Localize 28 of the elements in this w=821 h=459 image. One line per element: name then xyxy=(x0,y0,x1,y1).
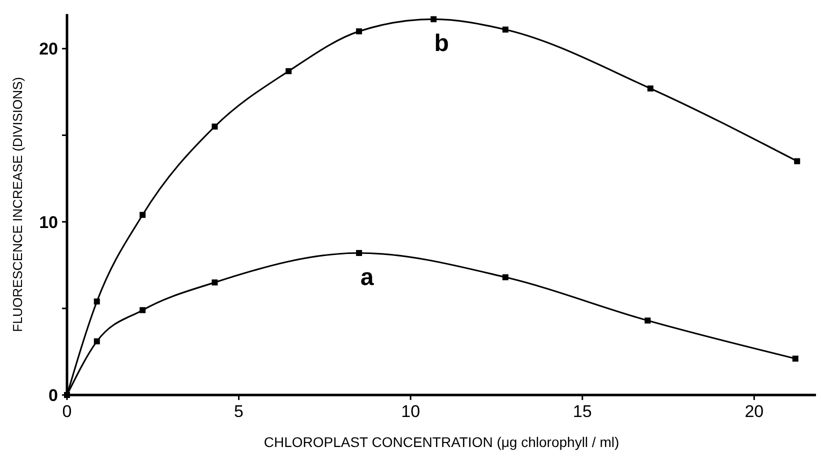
x-tick-label: 0 xyxy=(62,402,72,421)
point xyxy=(644,318,651,324)
point xyxy=(140,307,146,314)
point xyxy=(794,158,800,164)
point xyxy=(212,279,218,286)
series-label: b xyxy=(434,30,449,58)
point xyxy=(647,85,654,92)
point xyxy=(140,212,146,218)
y-axis-title: FLUORESCENCE INCREASE (DIVISIONS) xyxy=(10,77,25,332)
point xyxy=(356,250,362,256)
x-axis-title: CHLOROPLAST CONCENTRATION (μg chlorophyll / ml) xyxy=(264,434,620,450)
y-tick-label: 0 xyxy=(48,386,58,405)
series-label: a xyxy=(360,264,374,291)
point xyxy=(212,124,218,130)
point xyxy=(792,356,798,362)
point xyxy=(502,274,508,280)
y-tick-label: 20 xyxy=(39,40,58,59)
point xyxy=(286,68,292,74)
x-tick-label: 15 xyxy=(572,402,592,421)
point xyxy=(502,26,508,33)
y-tick-label: 10 xyxy=(39,212,58,232)
point xyxy=(94,298,100,304)
point xyxy=(94,338,100,344)
x-tick-label: 20 xyxy=(744,402,764,421)
x-tick-label: 5 xyxy=(234,402,244,421)
point xyxy=(356,28,362,34)
point xyxy=(430,16,437,22)
x-tick-label: 10 xyxy=(401,402,420,421)
